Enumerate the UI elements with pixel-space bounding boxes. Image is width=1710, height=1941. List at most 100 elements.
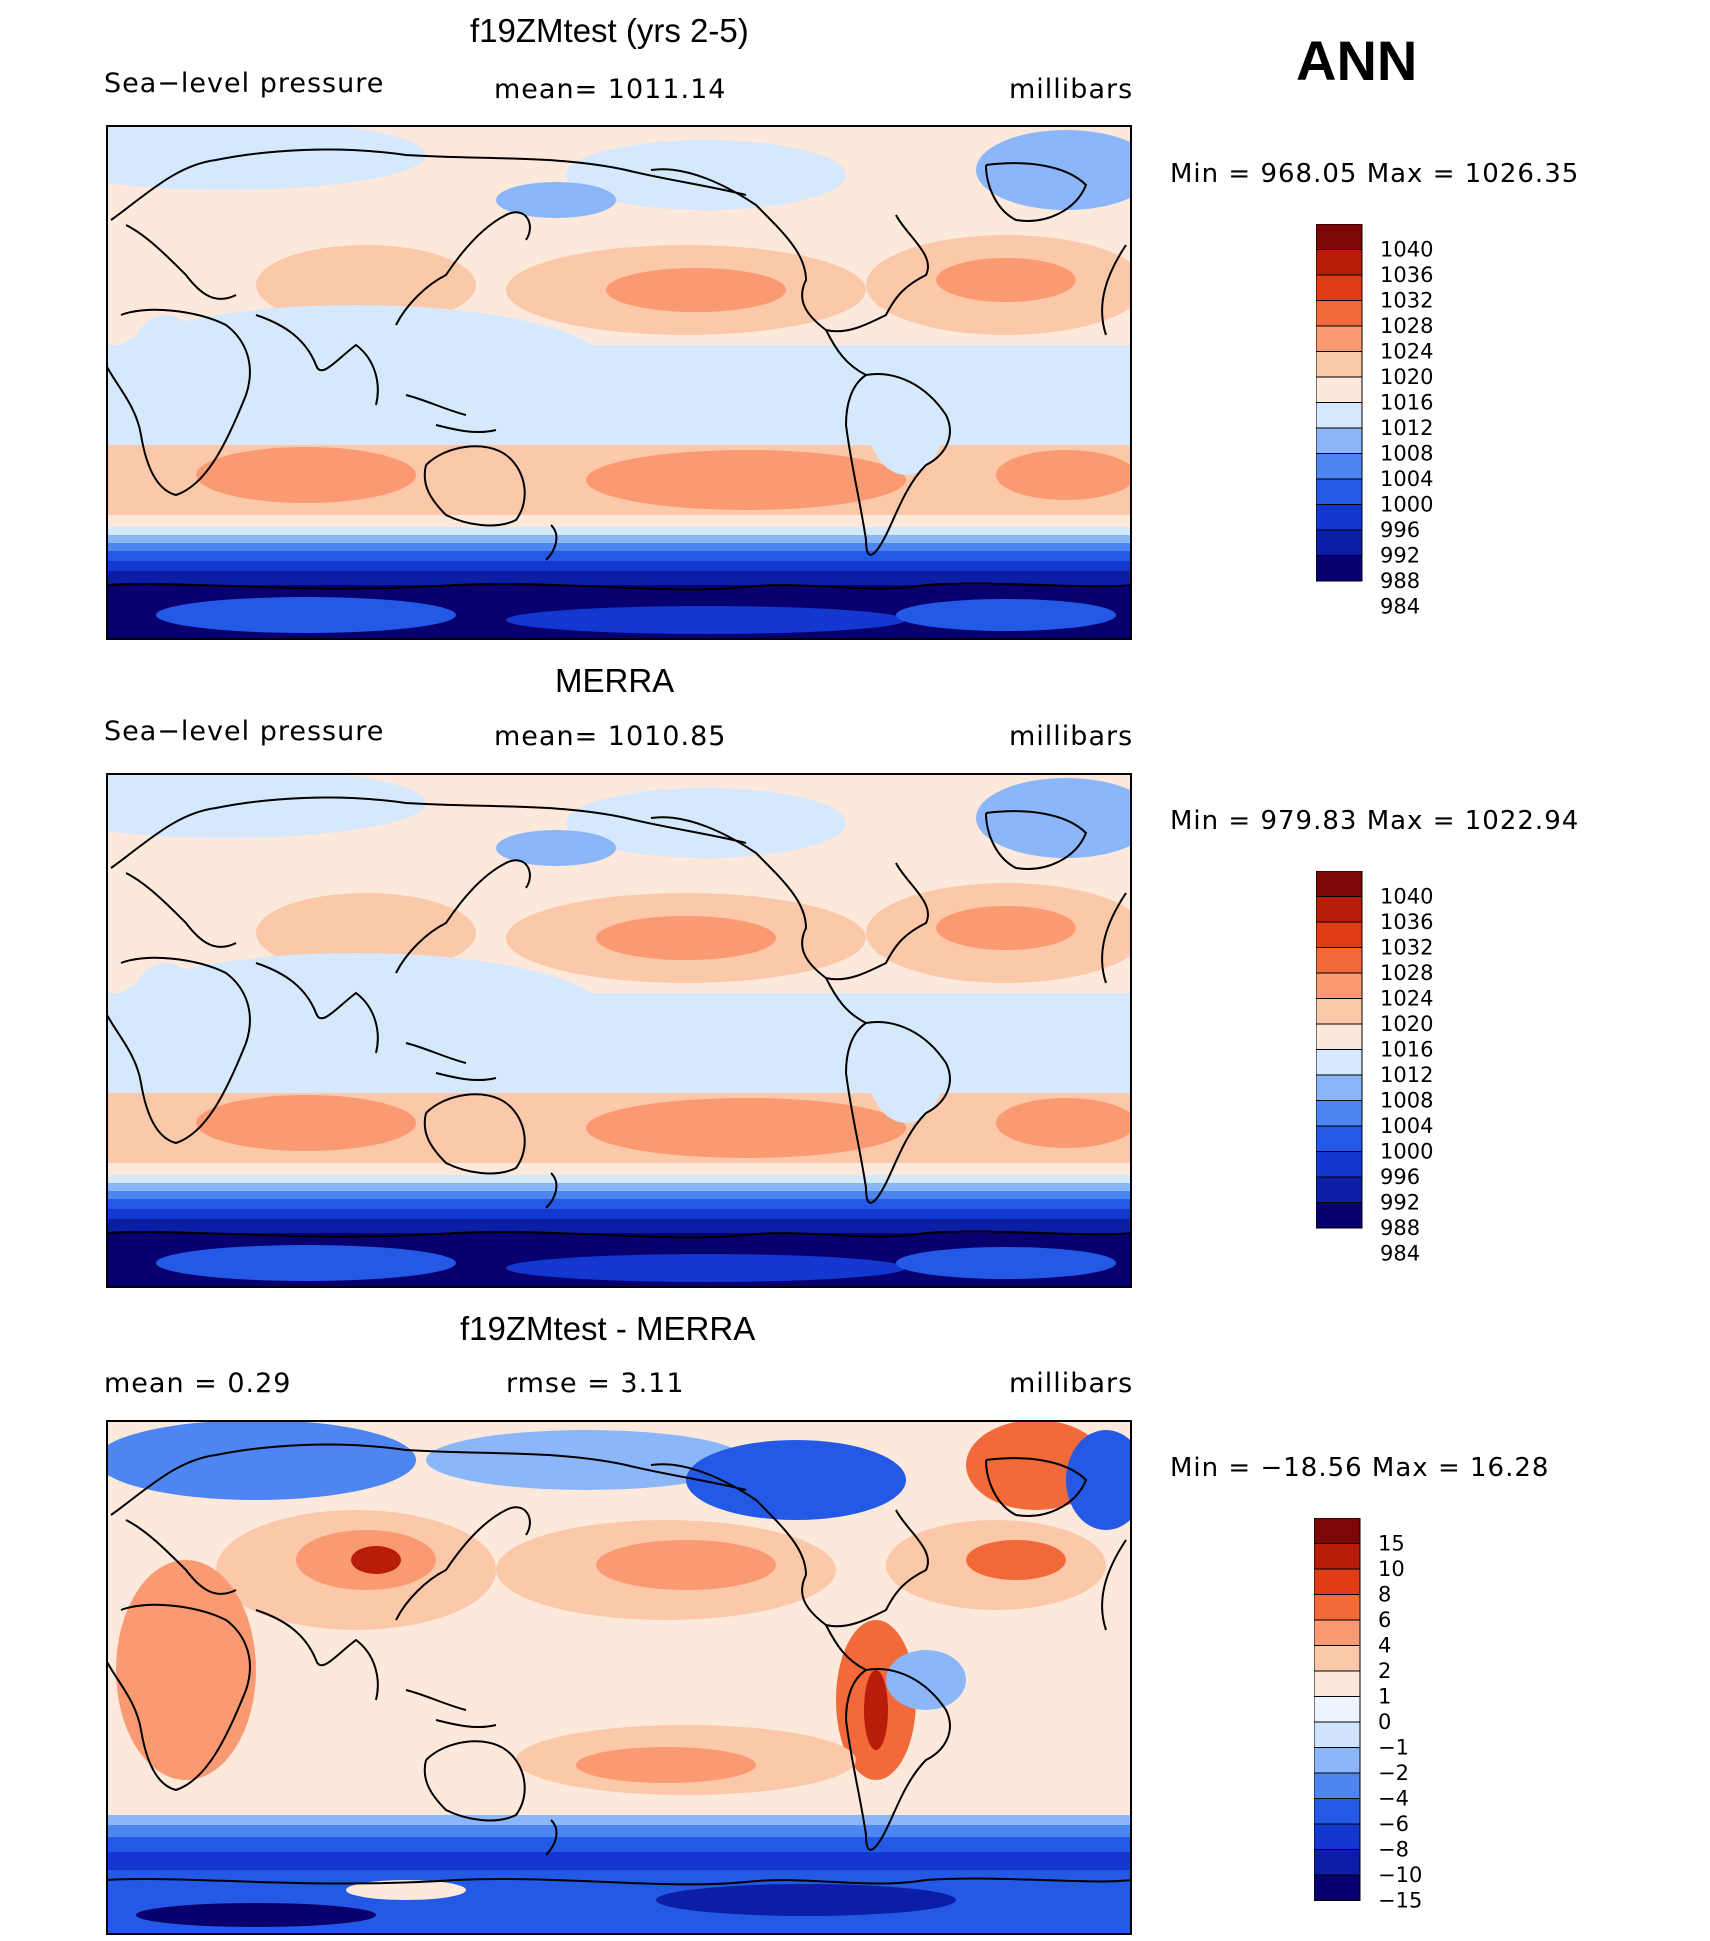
panel-1-minmax: Min = 968.05 Max = 1026.35 (1170, 159, 1580, 189)
colorbar-box (1315, 325, 1363, 352)
contour-region (426, 1430, 746, 1490)
colorbar-label: 1 (1378, 1685, 1391, 1709)
colorbar-label: −6 (1378, 1812, 1409, 1836)
coastline (125, 872, 237, 948)
colorbar-box (1313, 1543, 1361, 1570)
colorbar-label: 1000 (1380, 1140, 1433, 1164)
colorbar-label: 15 (1378, 1532, 1405, 1556)
contour-region (26, 120, 426, 190)
colorbar-box (1313, 1721, 1361, 1748)
colorbar-box (1313, 1670, 1361, 1697)
colorbar-label: 2 (1378, 1659, 1391, 1683)
panel-2-map-svg (26, 768, 1156, 1288)
panel-2-title: MERRA (555, 662, 675, 699)
map-frame (106, 1420, 1132, 1935)
coastline (985, 162, 1088, 222)
colorbar-box (1313, 1696, 1361, 1723)
contour-band (106, 571, 1132, 585)
colorbar-label: 6 (1378, 1608, 1391, 1632)
contour-region (136, 1903, 376, 1927)
colorbar-label: 988 (1380, 1216, 1420, 1240)
colorbar-label: 1008 (1380, 442, 1433, 466)
contour-band (106, 543, 1132, 551)
contour-region (576, 1747, 756, 1783)
colorbar-box (1315, 504, 1363, 531)
colorbar-box (1315, 998, 1363, 1025)
coastline (105, 1877, 1133, 1886)
colorbar-box (1313, 1517, 1361, 1544)
contour-region (1066, 1430, 1146, 1530)
colorbar-box (1315, 223, 1363, 250)
contour-region (351, 1546, 401, 1574)
coastline (545, 1172, 558, 1209)
contour-band (106, 1825, 1132, 1837)
colorbar-label: 984 (1380, 595, 1420, 619)
colorbar-label: 1016 (1380, 1038, 1433, 1062)
coastline (255, 1609, 379, 1701)
panel-2-colorbar: 1040 1036 1032 1028 1024 1020 1016 1012 1008 1004… (1315, 870, 1476, 1285)
colorbar-label: 992 (1380, 544, 1420, 568)
contour-region (596, 1540, 776, 1590)
contour-region (976, 778, 1156, 858)
contour-region (996, 1098, 1136, 1148)
panel-1-map (26, 120, 1156, 640)
contour-region (976, 130, 1156, 210)
contour-region (896, 1247, 1116, 1279)
contour-region (256, 893, 476, 973)
colorbar-box (1315, 1074, 1363, 1101)
coastline (395, 859, 531, 974)
contour-region (606, 268, 786, 312)
contour-region (346, 1880, 466, 1900)
panel-1-units: millibars (1009, 74, 1134, 105)
coastline (105, 582, 1133, 591)
colorbar-box (1313, 1823, 1361, 1850)
colorbar-box (1315, 921, 1363, 948)
colorbar-box (1315, 1023, 1363, 1050)
panel-3-minmax: Min = −18.56 Max = 16.28 (1170, 1453, 1550, 1483)
colorbar-box (1315, 1176, 1363, 1203)
colorbar-box (1315, 972, 1363, 999)
contour-region (496, 182, 616, 218)
colorbar-box (1313, 1568, 1361, 1595)
panel-1-mean: mean= 1011.14 (494, 74, 727, 105)
panel-3-rmse: rmse = 3.11 (506, 1368, 685, 1399)
coastline (650, 1463, 929, 1628)
colorbar-label: 984 (1380, 1242, 1420, 1266)
contour-region (866, 1003, 946, 1123)
coastline (255, 314, 379, 406)
contour-region (566, 140, 846, 210)
colorbar-label: 1024 (1380, 340, 1433, 364)
panel-3-colorbar: 15 10 8 6 4 2 1 0 −1 −2 −4 −6 −8 −10 −15 (1313, 1517, 1474, 1932)
colorbar-box (1315, 529, 1363, 556)
coastline (405, 394, 497, 434)
colorbar-box (1313, 1619, 1361, 1646)
colorbar-box (1315, 478, 1363, 505)
contour-band (106, 561, 1132, 571)
coastline (423, 1740, 526, 1822)
colorbar-label: 0 (1378, 1710, 1391, 1734)
contour-region (196, 1095, 416, 1151)
contour-band (106, 1837, 1132, 1852)
panel-3-title: f19ZMtest - MERRA (460, 1310, 756, 1347)
contour-region (106, 305, 606, 425)
coastline (545, 524, 558, 561)
colorbar-label: −15 (1378, 1889, 1422, 1913)
panel-3-map-svg (96, 1420, 1146, 1935)
colorbar-label: 1032 (1380, 936, 1433, 960)
contour-region (496, 830, 616, 866)
colorbar-label: 4 (1378, 1634, 1391, 1658)
contour-band (106, 1183, 1132, 1191)
contour-band (106, 1175, 1132, 1183)
colorbar-label: 992 (1380, 1191, 1420, 1215)
contour-region (936, 906, 1076, 950)
colorbar-box (1315, 1125, 1363, 1152)
contour-band (106, 535, 1132, 543)
coastline (105, 956, 251, 1145)
colorbar-box (1315, 249, 1363, 276)
coastline (105, 1603, 251, 1792)
colorbar-label: 1000 (1380, 493, 1433, 517)
colorbar-box (1315, 351, 1363, 378)
coastline (125, 224, 237, 300)
coastline (395, 211, 531, 326)
